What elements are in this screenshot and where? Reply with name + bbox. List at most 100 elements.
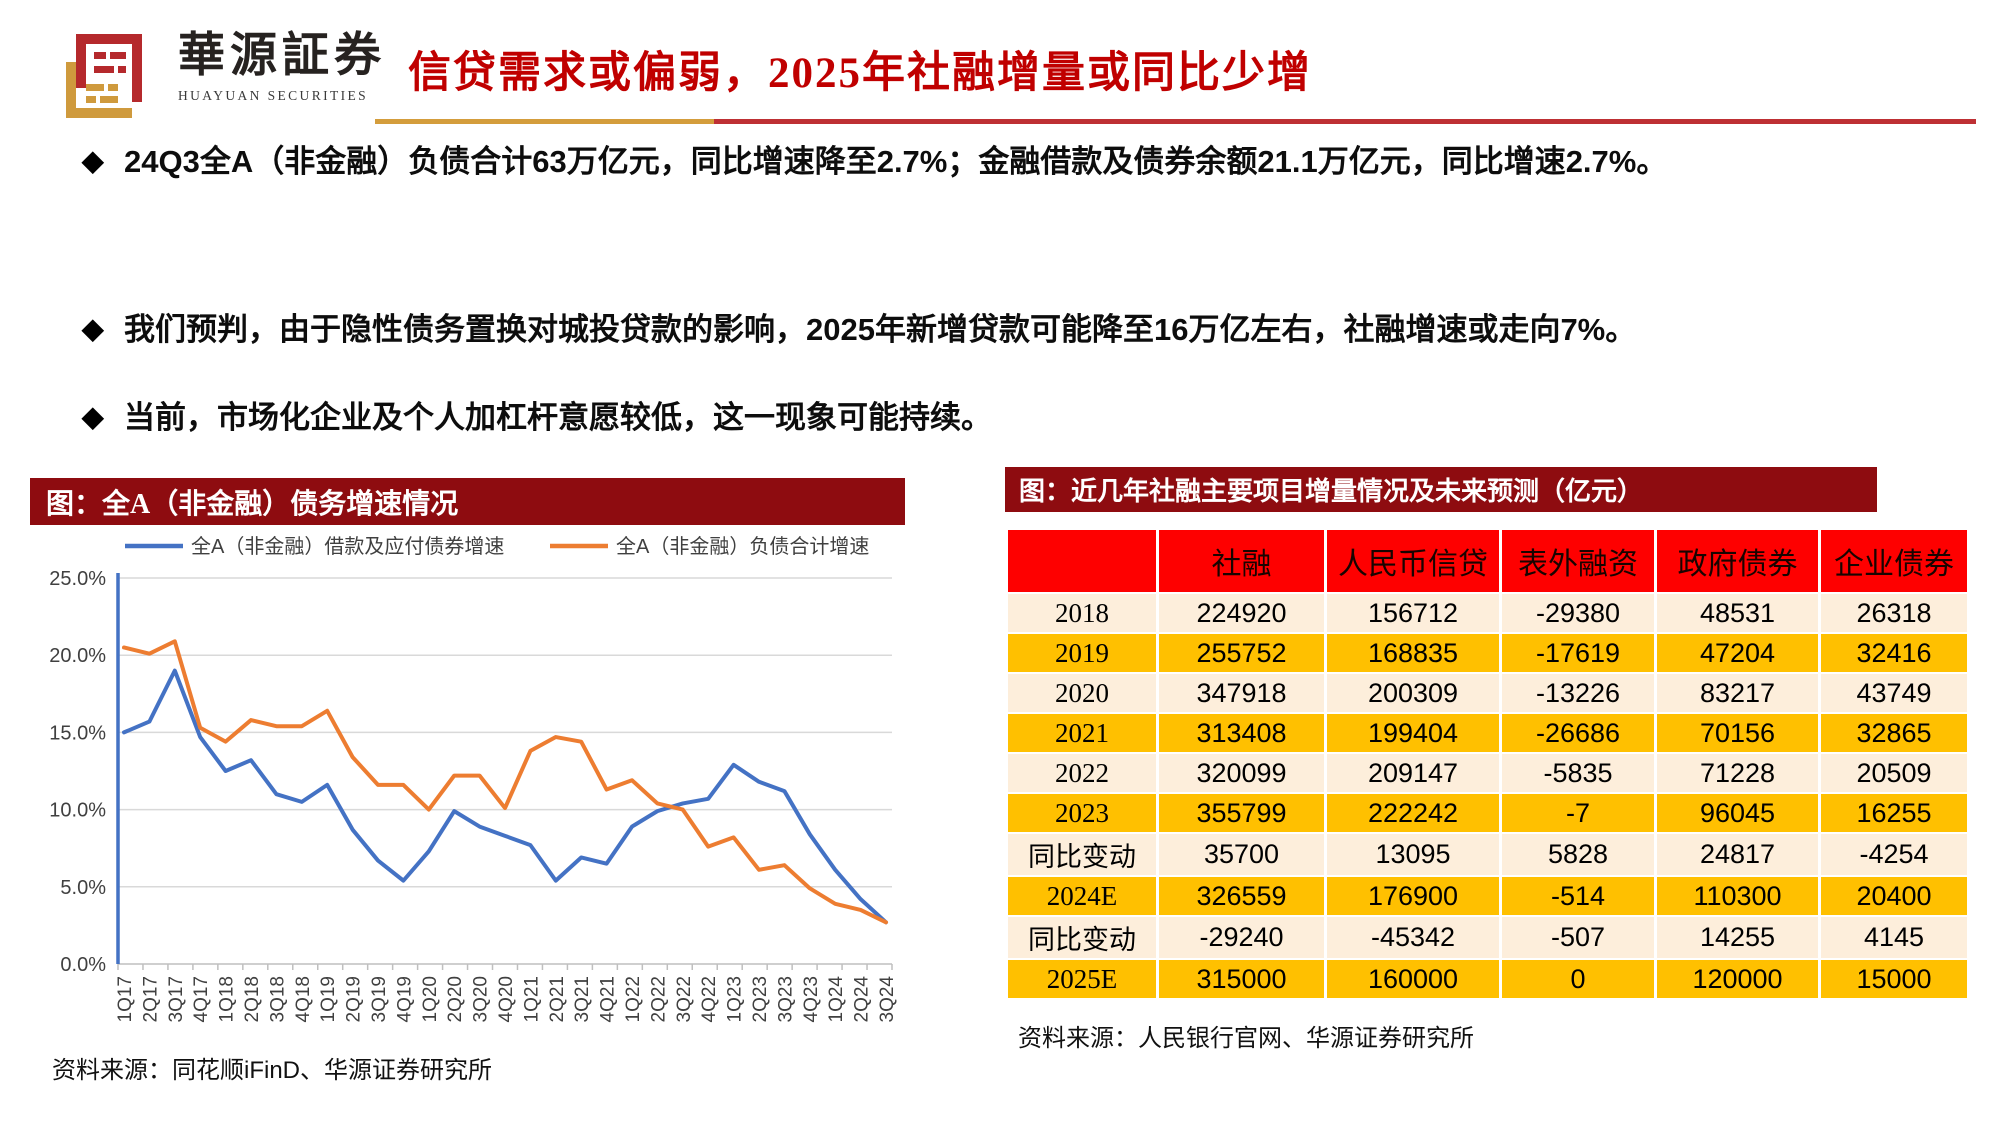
x-axis-tick-label: 3Q19	[369, 976, 390, 1022]
x-axis-tick-label: 2Q22	[648, 976, 669, 1022]
table-cell: 326559	[1159, 877, 1324, 915]
table-cell: 70156	[1657, 714, 1818, 752]
x-axis-tick-label: 1Q22	[623, 976, 644, 1022]
table-header-cell: 政府债券	[1657, 530, 1818, 592]
y-axis-tick-label: 0.0%	[60, 954, 106, 976]
x-axis-tick-label: 2Q17	[140, 976, 161, 1022]
table-cell: 16255	[1821, 794, 1967, 832]
social-financing-table: 社融 人民币信贷 表外融资 政府债券 企业债券 2018 224920 156712 -293…	[1005, 528, 1970, 1000]
bullet-item: ◆ 当前，市场化企业及个人加杠杆意愿较低，这一现象可能持续。	[82, 396, 1969, 441]
table-row: 2024E 326559 176900 -514 110300 20400	[1008, 877, 1967, 915]
table-row: 2019 255752 168835 -17619 47204 32416	[1008, 634, 1967, 672]
table-cell: 222242	[1327, 794, 1499, 832]
diamond-bullet-icon: ◆	[82, 145, 104, 176]
page-title: 信贷需求或偏弱，2025年社融增量或同比少增	[408, 50, 1312, 97]
brand-name-cn: 華源証券	[178, 30, 386, 82]
table-cell: 24817	[1657, 834, 1818, 875]
table-cell: 20400	[1821, 877, 1967, 915]
row-label-cell: 2020	[1008, 674, 1156, 712]
row-label-cell: 2022	[1008, 754, 1156, 792]
table-cell: 160000	[1327, 960, 1499, 998]
table-source-note: 资料来源：人民银行官网、华源证券研究所	[1018, 1025, 1474, 1052]
table-cell: -29380	[1502, 594, 1654, 632]
table-cell: 20509	[1821, 754, 1967, 792]
table-cell: 83217	[1657, 674, 1818, 712]
legend-label: 全A（非金融）借款及应付债券增速	[191, 535, 504, 558]
x-axis-tick-label: 2Q24	[852, 976, 873, 1023]
bullet-text: 当前，市场化企业及个人加杠杆意愿较低，这一现象可能持续。	[124, 400, 992, 435]
table-header-cell: 社融	[1159, 530, 1324, 592]
x-axis-tick-label: 1Q24	[826, 976, 847, 1023]
table-cell: 168835	[1327, 634, 1499, 672]
table-cell: 14255	[1657, 917, 1818, 958]
table-cell: 13095	[1327, 834, 1499, 875]
y-axis-tick-label: 25.0%	[49, 568, 106, 590]
x-axis-tick-label: 1Q18	[217, 976, 238, 1022]
x-axis-tick-label: 2Q18	[242, 976, 263, 1022]
table-cell: 209147	[1327, 754, 1499, 792]
table-header-cell: 人民币信贷	[1327, 530, 1499, 592]
table-cell: 35700	[1159, 834, 1324, 875]
series-line	[122, 639, 888, 925]
x-axis-tick-label: 4Q19	[394, 976, 415, 1022]
diamond-bullet-icon: ◆	[82, 313, 104, 344]
table-cell: 320099	[1159, 754, 1324, 792]
x-axis-tick-label: 2Q21	[547, 976, 568, 1022]
x-axis-tick-label: 3Q24	[877, 976, 898, 1023]
table-row: 同比变动 35700 13095 5828 24817 -4254	[1008, 834, 1967, 875]
chart-title-banner: 图：全A（非金融）债务增速情况	[30, 478, 905, 525]
row-label-cell: 2021	[1008, 714, 1156, 752]
x-axis-tick-label: 1Q23	[725, 976, 746, 1022]
row-label-cell: 2024E	[1008, 877, 1156, 915]
table-cell: -26686	[1502, 714, 1654, 752]
x-axis-tick-label: 2Q19	[344, 976, 365, 1022]
series-line	[122, 668, 888, 925]
table-cell: 15000	[1821, 960, 1967, 998]
table-title-banner: 图：近几年社融主要项目增量情况及未来预测（亿元）	[1005, 467, 1877, 512]
huayuan-logo-icon	[66, 34, 142, 118]
x-axis-tick-label: 2Q23	[750, 976, 771, 1022]
title-divider-red	[714, 119, 1976, 124]
x-axis-tick-label: 1Q21	[521, 976, 542, 1022]
bullet-item: ◆ 24Q3全A（非金融）负债合计63万亿元，同比增速降至2.7%；金融借款及债…	[82, 140, 1969, 185]
debt-growth-line-chart: 0.0% 5.0% 10.0% 15.0% 20.0% 25.0% 1Q17 2Q17 3Q17…	[30, 528, 905, 1043]
table-row: 2022 320099 209147 -5835 71228 20509	[1008, 754, 1967, 792]
table-cell: -13226	[1502, 674, 1654, 712]
table-cell: -7	[1502, 794, 1654, 832]
table-row: 2021 313408 199404 -26686 70156 32865	[1008, 714, 1967, 752]
table-body: 2018 224920 156712 -29380 48531 26318 2019 2557…	[1008, 594, 1967, 998]
chart-source-note: 资料来源：同花顺iFinD、华源证券研究所	[52, 1057, 493, 1084]
x-axis-tick-label: 1Q17	[115, 976, 136, 1022]
bullet-text: 我们预判，由于隐性债务置换对城投贷款的影响，2025年新增贷款可能降至16万亿左…	[124, 312, 1637, 347]
row-label-cell: 2019	[1008, 634, 1156, 672]
x-axis-tick-label: 4Q21	[598, 976, 619, 1022]
table-cell: 110300	[1657, 877, 1818, 915]
x-axis-tick-label: 4Q17	[191, 976, 212, 1022]
table-row: 2018 224920 156712 -29380 48531 26318	[1008, 594, 1967, 632]
table-cell: 48531	[1657, 594, 1818, 632]
x-axis-tick-label: 3Q20	[471, 976, 492, 1022]
table-cell: 26318	[1821, 594, 1967, 632]
table-cell: -514	[1502, 877, 1654, 915]
x-axis-tick-label: 2Q20	[445, 976, 466, 1022]
table-cell: 0	[1502, 960, 1654, 998]
table-cell: 156712	[1327, 594, 1499, 632]
table-cell: -29240	[1159, 917, 1324, 958]
table-row: 2025E 315000 160000 0 120000 15000	[1008, 960, 1967, 998]
brand-block: 華源証券 HUAYUAN SECURITIES	[178, 30, 386, 104]
table-header-cell: 表外融资	[1502, 530, 1654, 592]
x-axis-tick-label: 4Q20	[496, 976, 517, 1022]
legend-label: 全A（非金融）负债合计增速	[616, 535, 869, 558]
x-axis-tick-label: 3Q17	[166, 976, 187, 1022]
x-axis-tick-label: 4Q18	[293, 976, 314, 1022]
table-cell: 176900	[1327, 877, 1499, 915]
y-axis-tick-label: 5.0%	[60, 877, 106, 899]
x-axis-tick-label: 4Q23	[801, 976, 822, 1022]
x-axis-tick-label: 3Q22	[674, 976, 695, 1022]
table-cell: 47204	[1657, 634, 1818, 672]
table-cell: 43749	[1821, 674, 1967, 712]
table-row: 2023 355799 222242 -7 96045 16255	[1008, 794, 1967, 832]
table-row: 2020 347918 200309 -13226 83217 43749	[1008, 674, 1967, 712]
row-label-cell: 2025E	[1008, 960, 1156, 998]
